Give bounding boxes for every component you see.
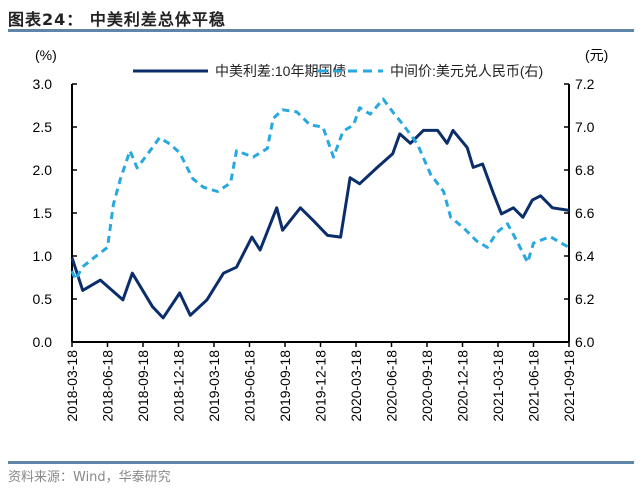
right-y-tick-label: 7.0	[575, 119, 595, 135]
x-tick-label: 2020-06-18	[384, 350, 400, 422]
title-divider	[8, 29, 634, 32]
right-y-tick-label: 6.2	[575, 291, 595, 307]
x-tick-label: 2019-03-18	[206, 350, 222, 422]
left-y-tick-label: 2.5	[33, 119, 53, 135]
source-note: 资料来源：Wind，华泰研究	[8, 470, 171, 485]
right-y-tick-label: 7.2	[575, 76, 595, 92]
x-tick-label: 2020-12-18	[455, 350, 471, 422]
x-tick-label: 2018-09-18	[135, 350, 151, 422]
left-y-axis-unit: (%)	[35, 47, 57, 63]
right-y-axis-unit: (元)	[585, 47, 608, 63]
x-tick-label: 2020-03-18	[348, 350, 364, 422]
left-y-tick-label: 1.5	[33, 205, 53, 221]
left-y-tick-label: 0.5	[33, 291, 53, 307]
left-y-tick-label: 2.0	[33, 162, 53, 178]
figure-title: 图表24： 中美利差总体平稳	[8, 10, 226, 29]
left-y-tick-label: 1.0	[33, 248, 53, 264]
left-y-tick-label: 0.0	[33, 334, 53, 350]
spread-series-line	[70, 128, 570, 320]
left-y-tick-label: 3.0	[33, 76, 53, 92]
right-y-tick-label: 6.0	[575, 334, 595, 350]
x-tick-label: 2021-09-18	[561, 350, 577, 422]
legend-label: 中间价:美元兑人民币(右)	[390, 63, 543, 79]
right-y-tick-label: 6.6	[575, 205, 595, 221]
x-tick-label: 2021-06-18	[526, 350, 542, 422]
source-divider	[8, 461, 634, 464]
right-y-tick-label: 6.8	[575, 162, 595, 178]
x-tick-label: 2019-12-18	[313, 350, 329, 422]
x-tick-label: 2020-09-18	[419, 350, 435, 422]
x-tick-label: 2021-03-18	[490, 350, 506, 422]
x-tick-label: 2019-09-18	[277, 350, 293, 422]
legend-label: 中美利差:10年期国债	[215, 63, 346, 79]
x-tick-label: 2018-03-18	[64, 350, 80, 422]
x-tick-label: 2018-06-18	[100, 350, 116, 422]
x-tick-label: 2018-12-18	[171, 350, 187, 422]
right-y-tick-label: 6.4	[575, 248, 595, 264]
x-tick-label: 2019-06-18	[242, 350, 258, 422]
cny-series-line	[70, 97, 570, 282]
